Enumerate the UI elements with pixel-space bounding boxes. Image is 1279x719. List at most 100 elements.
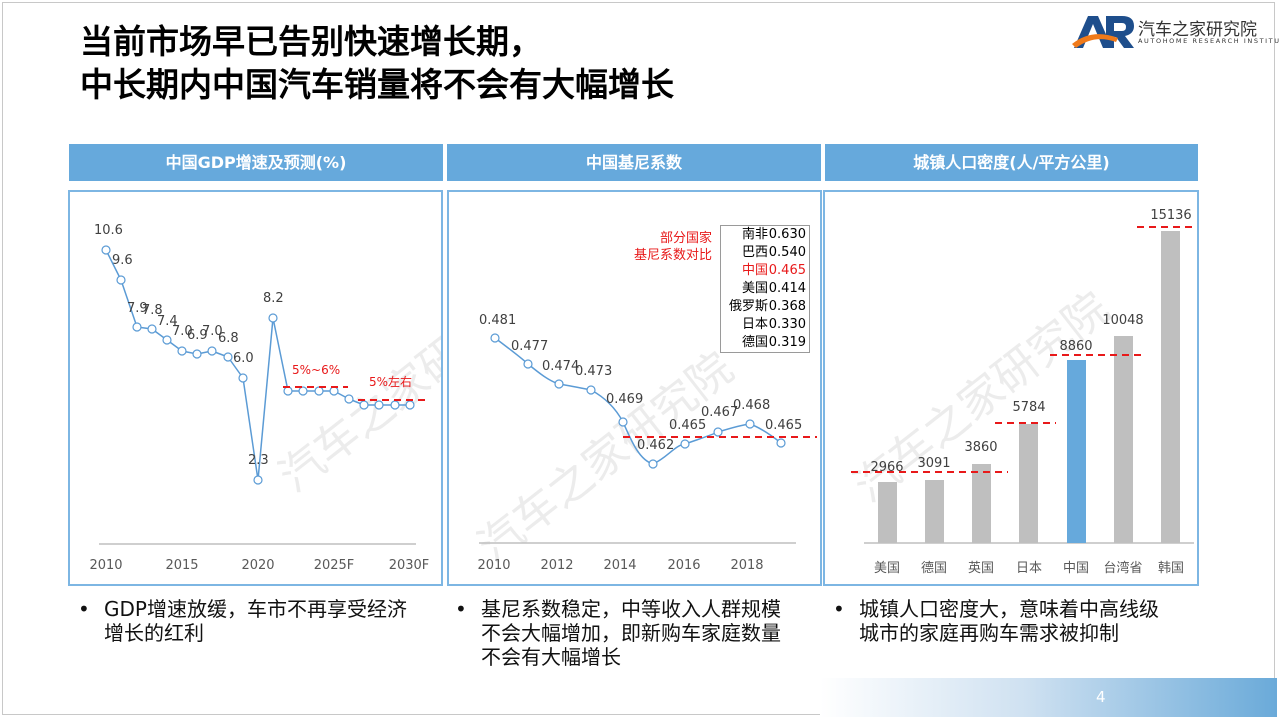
svg-text:6.9: 6.9 — [187, 328, 208, 343]
value-cell: 0.330 — [768, 317, 806, 332]
ar-logo-icon — [1072, 16, 1134, 48]
svg-text:7.0: 7.0 — [172, 324, 193, 339]
svg-text:7.8: 7.8 — [142, 303, 163, 318]
svg-text:10.6: 10.6 — [94, 223, 123, 238]
svg-text:2012: 2012 — [540, 558, 573, 573]
bullet-line: 不会有大幅增长 — [481, 645, 621, 669]
table-row: 南非 0.630 — [721, 226, 809, 244]
bullet-line: 城镇人口密度大，意味着中高线级 — [859, 597, 1159, 621]
title-line-2: 中长期内中国汽车销量将不会有大幅增长 — [80, 65, 674, 104]
svg-text:英国: 英国 — [968, 561, 994, 576]
svg-text:美国: 美国 — [874, 561, 900, 576]
bullet-line: GDP增速放缓，车市不再享受经济 — [104, 597, 407, 621]
value-cell: 0.368 — [768, 299, 806, 314]
svg-text:2.3: 2.3 — [248, 453, 269, 468]
svg-text:7.0: 7.0 — [202, 324, 223, 339]
value-cell: 0.465 — [768, 263, 806, 278]
gini-compare-note: 部分国家 基尼系数对比 — [612, 230, 712, 264]
country-cell: 南非 — [741, 227, 768, 242]
table-row: 俄罗斯 0.368 — [721, 298, 809, 316]
footer-gradient-bar — [820, 678, 1277, 717]
svg-text:8.2: 8.2 — [263, 291, 284, 306]
svg-text:7.4: 7.4 — [157, 314, 178, 329]
svg-text:2010: 2010 — [477, 558, 510, 573]
svg-text:2015: 2015 — [165, 558, 198, 573]
svg-text:0.467: 0.467 — [701, 405, 738, 420]
density-chart-panel: 汽车之家研究院 2966 3091 3860 5784 8860 10048 15136… — [823, 190, 1199, 586]
svg-text:3860: 3860 — [964, 440, 997, 455]
svg-text:5%~6%: 5%~6% — [292, 363, 340, 377]
svg-text:0.473: 0.473 — [575, 364, 612, 379]
svg-text:0.469: 0.469 — [606, 392, 643, 407]
gini-chart-panel: 汽车之家研究院 0.481 0.477 0.474 0.473 0.469 0.462 … — [447, 190, 822, 586]
brand-name-en: AUTOHOME RESEARCH INSTITUTE — [1138, 37, 1279, 45]
svg-text:6.0: 6.0 — [233, 351, 254, 366]
value-cell: 0.630 — [768, 227, 806, 242]
bullet-line: 不会大幅增加，即新购车家庭数量 — [481, 621, 781, 645]
panel-header-density: 城镇人口密度(人/平方公里) — [825, 144, 1198, 181]
svg-text:2030F: 2030F — [389, 558, 430, 573]
gdp-chart-panel: 汽车之家研究院 10.6 9.6 7.9 7.8 7.4 7.0 6.9 7.0 6.8 6… — [68, 190, 443, 586]
svg-text:韩国: 韩国 — [1158, 561, 1184, 576]
panel-header-gini: 中国基尼系数 — [447, 144, 821, 181]
bullet-line: 增长的红利 — [104, 621, 204, 645]
svg-text:2010: 2010 — [89, 558, 122, 573]
svg-text:中国: 中国 — [1063, 561, 1089, 576]
svg-text:3091: 3091 — [917, 456, 950, 471]
title-line-1: 当前市场早已告别快速增长期， — [80, 22, 542, 61]
note-line-1: 部分国家 — [659, 231, 712, 246]
svg-text:8860: 8860 — [1059, 339, 1092, 354]
bullet-dot-icon: • — [455, 597, 467, 621]
svg-text:德国: 德国 — [921, 561, 947, 576]
svg-text:0.462: 0.462 — [637, 438, 674, 453]
table-row: 巴西 0.540 — [721, 244, 809, 262]
svg-text:2018: 2018 — [730, 558, 763, 573]
table-row: 日本 0.330 — [721, 316, 809, 334]
gini-compare-table: 南非 0.630 巴西 0.540 中国 0.465 美国 0.414 俄罗斯 0.368… — [720, 225, 810, 353]
svg-text:2020: 2020 — [241, 558, 274, 573]
table-row: 美国 0.414 — [721, 280, 809, 298]
slide-title: 当前市场早已告别快速增长期， 中长期内中国汽车销量将不会有大幅增长 — [80, 20, 674, 106]
country-cell: 美国 — [741, 281, 768, 296]
country-cell: 俄罗斯 — [728, 299, 768, 314]
svg-text:0.477: 0.477 — [511, 339, 548, 354]
svg-text:日本: 日本 — [1016, 561, 1042, 576]
svg-text:0.465: 0.465 — [669, 418, 706, 433]
svg-text:台湾省: 台湾省 — [1103, 560, 1142, 576]
panel-header-gdp: 中国GDP增速及预测(%) — [69, 144, 443, 181]
country-cell: 巴西 — [741, 245, 768, 260]
brand-name-cn: 汽车之家研究院 — [1138, 20, 1257, 40]
svg-text:2966: 2966 — [870, 460, 903, 475]
svg-text:0.474: 0.474 — [542, 359, 579, 374]
svg-text:0.468: 0.468 — [733, 398, 770, 413]
bullet-line: 城市的家庭再购车需求被抑制 — [859, 621, 1119, 645]
svg-text:2014: 2014 — [603, 558, 636, 573]
table-row: 德国 0.319 — [721, 334, 809, 352]
value-cell: 0.540 — [768, 245, 806, 260]
svg-text:2016: 2016 — [667, 558, 700, 573]
country-cell: 中国 — [741, 263, 768, 278]
value-cell: 0.414 — [768, 281, 806, 296]
svg-text:0.481: 0.481 — [479, 313, 516, 328]
table-row-highlight: 中国 0.465 — [721, 262, 809, 280]
svg-text:0.465: 0.465 — [765, 418, 802, 433]
page-number: 4 — [1096, 688, 1106, 706]
svg-text:2025F: 2025F — [314, 558, 355, 573]
bullet-dot-icon: • — [78, 597, 90, 621]
value-cell: 0.319 — [768, 335, 806, 350]
svg-text:9.6: 9.6 — [112, 253, 133, 268]
svg-text:10048: 10048 — [1102, 313, 1143, 328]
note-line-2: 基尼系数对比 — [633, 248, 712, 263]
bullet-dot-icon: • — [833, 597, 845, 621]
bullet-line: 基尼系数稳定，中等收入人群规模 — [481, 597, 781, 621]
brand-logo: 汽车之家研究院 AUTOHOME RESEARCH INSTITUTE — [1072, 12, 1279, 52]
svg-text:15136: 15136 — [1150, 208, 1191, 223]
svg-text:5%左右: 5%左右 — [369, 374, 412, 389]
country-cell: 日本 — [741, 317, 768, 332]
gdp-line-chart: 10.69.67.9 7.87.47.0 6.97.06.8 6.02.38.2… — [89, 223, 430, 573]
svg-text:6.8: 6.8 — [218, 331, 239, 346]
country-cell: 德国 — [741, 335, 768, 350]
